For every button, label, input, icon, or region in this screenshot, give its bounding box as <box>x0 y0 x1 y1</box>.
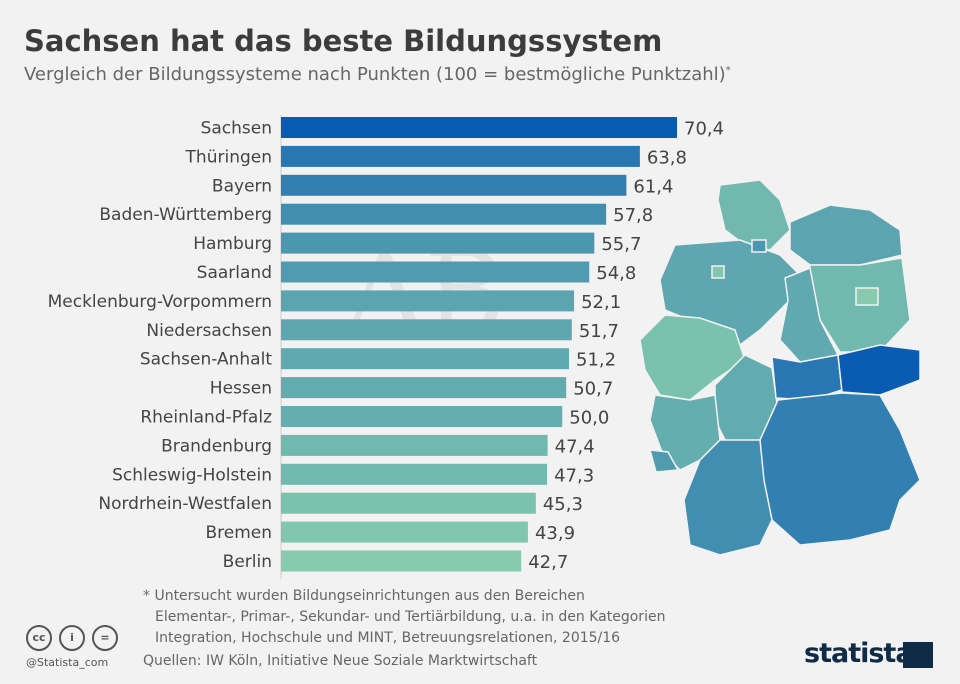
chart-title: Sachsen hat das beste Bildungssystem <box>24 24 663 58</box>
category-label: Mecklenburg-Vorpommern <box>48 292 272 312</box>
category-label: Bayern <box>212 176 272 196</box>
bar[interactable] <box>281 463 548 485</box>
category-label: Brandenburg <box>161 436 272 456</box>
bar[interactable] <box>281 406 563 427</box>
category-label: Schleswig-Holstein <box>112 465 272 485</box>
bar[interactable] <box>281 377 567 399</box>
map-state-berlin[interactable] <box>855 287 879 306</box>
category-label: Berlin <box>223 552 272 572</box>
map-state-schleswig-holstein[interactable] <box>717 179 791 251</box>
bar[interactable] <box>281 203 607 225</box>
value-label: 70,4 <box>684 119 724 140</box>
cc-icon: cc <box>26 625 52 651</box>
category-label: Hessen <box>210 379 272 399</box>
bar-chart: AB Sachsen70,4Thüringen63,8Bayern61,4Bad… <box>48 115 921 580</box>
category-label: Hamburg <box>193 234 272 254</box>
value-label: 51,2 <box>576 350 616 371</box>
bar[interactable] <box>281 492 536 514</box>
category-label: Baden-Württemberg <box>99 205 272 225</box>
value-label: 63,8 <box>647 147 687 168</box>
value-label: 50,7 <box>573 379 613 400</box>
bar[interactable] <box>281 319 572 341</box>
map-state-saarland[interactable] <box>648 449 680 473</box>
value-label: 45,3 <box>543 494 583 515</box>
value-label: 43,9 <box>535 523 575 544</box>
bar[interactable] <box>281 434 548 456</box>
germany-map <box>639 179 921 556</box>
category-label: Rheinland-Pfalz <box>140 408 272 428</box>
value-label: 47,4 <box>555 436 595 457</box>
value-label: 50,0 <box>569 408 609 429</box>
category-label: Saarland <box>197 263 272 283</box>
category-label: Sachsen <box>201 119 272 139</box>
bar[interactable] <box>281 145 640 167</box>
footnote-mark: * <box>725 65 731 76</box>
map-state-th-ringen[interactable] <box>771 354 843 401</box>
value-label: 55,7 <box>601 234 641 255</box>
value-label: 52,1 <box>581 292 621 313</box>
chart-subtitle: Vergleich der Bildungssysteme nach Punkt… <box>24 64 731 85</box>
map-state-bremen[interactable] <box>711 265 725 279</box>
bar[interactable] <box>281 550 522 572</box>
bar[interactable] <box>281 261 590 283</box>
category-label: Sachsen-Anhalt <box>140 350 272 370</box>
statista-logo[interactable]: statista <box>804 638 914 669</box>
sources: Quellen: IW Köln, Initiative Neue Sozial… <box>143 653 538 669</box>
footnote-line: * Untersucht wurden Bildungseinrichtunge… <box>143 588 585 604</box>
footnote-line: Elementar-, Primar-, Sekundar- und Terti… <box>155 609 666 625</box>
bar[interactable] <box>281 348 569 370</box>
bar[interactable] <box>281 521 528 543</box>
footnote-line: Integration, Hochschule und MINT, Betreu… <box>155 630 621 646</box>
value-label: 42,7 <box>528 552 568 573</box>
map-state-hamburg[interactable] <box>751 239 767 253</box>
map-state-baden-w-rttemberg[interactable] <box>683 439 773 556</box>
bar[interactable] <box>281 174 627 196</box>
map-state-nordrhein-westfalen[interactable] <box>639 314 746 401</box>
statista-logo-icon <box>903 642 933 668</box>
category-label: Nordrhein-Westfalen <box>98 494 272 514</box>
bar[interactable] <box>281 232 595 254</box>
no-derivatives-icon: = <box>92 625 118 651</box>
bar[interactable] <box>281 117 677 138</box>
map-state-sachsen[interactable] <box>837 344 921 396</box>
map-state-bayern[interactable] <box>759 392 921 546</box>
value-label: 51,7 <box>579 321 619 342</box>
map-state-mecklenburg-vorpommern[interactable] <box>789 204 903 266</box>
value-label: 61,4 <box>633 176 673 197</box>
category-label: Bremen <box>205 523 272 543</box>
value-label: 54,8 <box>596 263 636 284</box>
category-label: Niedersachsen <box>146 321 272 341</box>
value-label: 47,3 <box>554 465 594 486</box>
twitter-handle: @Statista_com <box>26 656 109 669</box>
category-label: Thüringen <box>185 147 272 167</box>
subtitle-text: Vergleich der Bildungssysteme nach Punkt… <box>24 64 726 85</box>
value-label: 57,8 <box>613 205 653 226</box>
bar[interactable] <box>281 290 575 312</box>
attribution-icon: i <box>59 625 85 651</box>
